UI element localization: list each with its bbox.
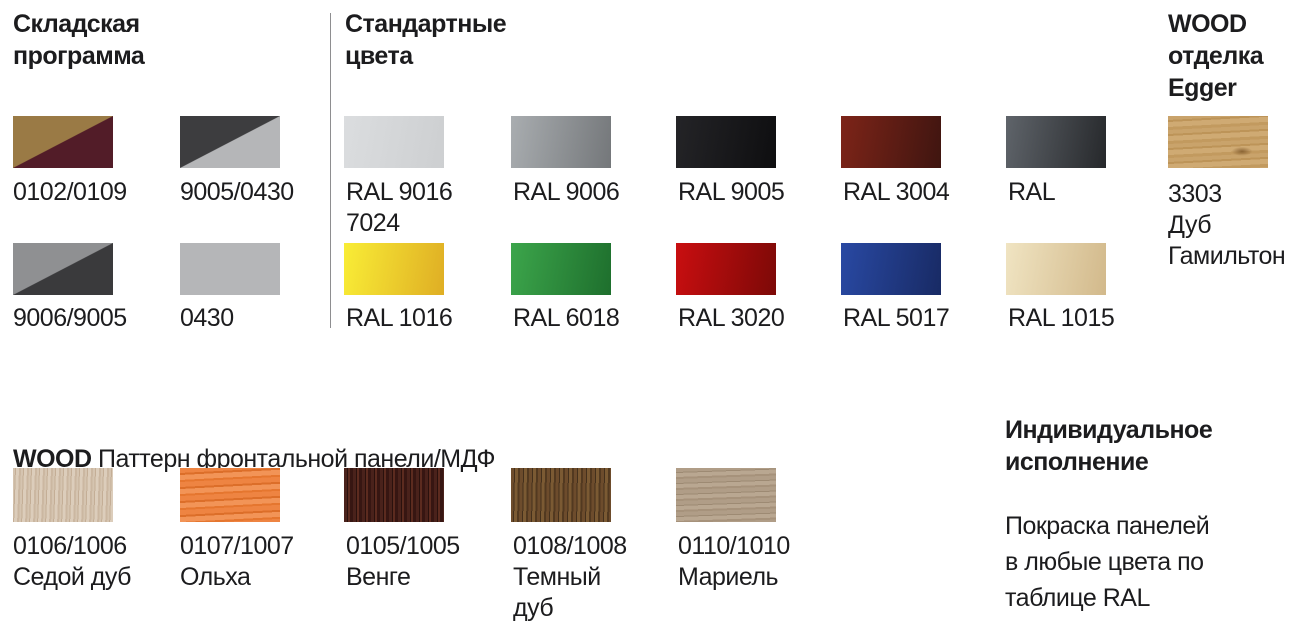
swatch-ral-9016 <box>344 116 444 168</box>
swatch-ral-6018 <box>511 243 611 295</box>
custom-finish-body: Покраска панелей в любые цвета по таблиц… <box>1005 512 1210 612</box>
swatch-9006-9005 <box>13 243 113 295</box>
wood-pattern-heading: WOOD Паттерн фронтальной панели/МДФ <box>13 413 496 475</box>
swatch-0105-1005-wenge <box>344 468 444 522</box>
swatch-ral-3004 <box>841 116 941 168</box>
swatch-label-ral-9006: RAL 9006 <box>513 178 620 206</box>
warehouse-heading: Складская программа <box>13 10 145 70</box>
swatch-label-ral-3020: RAL 3020 <box>678 304 785 332</box>
swatch-label-ral-6018: RAL 6018 <box>513 304 620 332</box>
swatch-ral-9006 <box>511 116 611 168</box>
swatch-0107-1007-alder <box>180 468 280 522</box>
swatch-label-ral-9016: RAL 9016 7024 <box>346 178 453 237</box>
wood-egger-heading: WOOD отделка Egger <box>1168 10 1264 102</box>
swatch-ral-5017 <box>841 243 941 295</box>
swatch-label-ral-3004: RAL 3004 <box>843 178 950 206</box>
swatch-0110-1010-mariel <box>676 468 776 522</box>
swatch-label-0107-1007: 0107/1007 Ольха <box>180 532 294 591</box>
swatch-ral-7024 <box>1006 116 1106 168</box>
swatch-label-9005-0430: 9005/0430 <box>180 178 294 206</box>
swatch-0102-0109 <box>13 116 113 168</box>
swatch-0430 <box>180 243 280 295</box>
swatch-ral-9005 <box>676 116 776 168</box>
swatch-3303-oak-hamilton <box>1168 116 1268 168</box>
section-divider <box>330 13 331 328</box>
swatch-label-0106-1006: 0106/1006 Седой дуб <box>13 532 132 591</box>
swatch-0108-1008-dark-oak <box>511 468 611 522</box>
swatch-9005-0430 <box>180 116 280 168</box>
swatch-label-ral-5017: RAL 5017 <box>843 304 950 332</box>
custom-finish-heading: Индивидуальное исполнение <box>1005 416 1213 476</box>
swatch-label-0108-1008: 0108/1008 Темный дуб <box>513 532 627 622</box>
standard-colors-heading: Стандартные цвета <box>345 10 507 70</box>
swatch-label-ral-9005: RAL 9005 <box>678 178 785 206</box>
swatch-label-0110-1010: 0110/1010 Мариель <box>678 532 790 591</box>
swatch-ral-1015 <box>1006 243 1106 295</box>
swatch-label-0102-0109: 0102/0109 <box>13 178 127 206</box>
swatch-0106-1006-gray-oak <box>13 468 113 522</box>
swatch-ral-1016 <box>344 243 444 295</box>
swatch-label-9006-9005: 9006/9005 <box>13 304 127 332</box>
swatch-label-ral-1016: RAL 1016 <box>346 304 453 332</box>
swatch-label-0105-1005: 0105/1005 Венге <box>346 532 460 591</box>
swatch-label-0430: 0430 <box>180 304 234 332</box>
swatch-label-ral-7024: RAL <box>1008 178 1056 206</box>
swatch-label-3303-oak-hamilton: 3303 Дуб Гамильтон <box>1168 180 1286 270</box>
swatch-ral-3020 <box>676 243 776 295</box>
swatch-label-ral-1015: RAL 1015 <box>1008 304 1115 332</box>
